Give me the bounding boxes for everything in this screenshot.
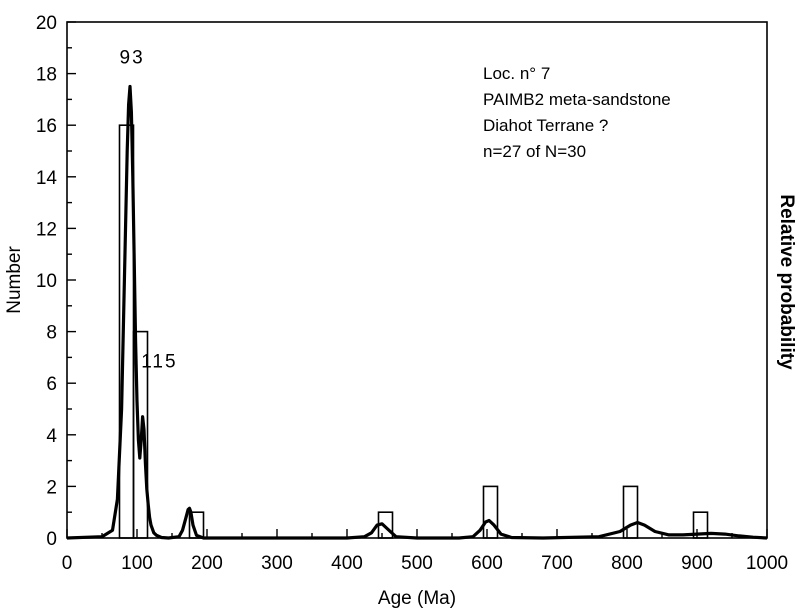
y-axis-title: Number [4, 246, 25, 314]
peak-label-93: 93 [120, 47, 145, 68]
secondary-y-axis-title: Relative probability [776, 194, 797, 370]
x-tick-label: 700 [541, 553, 573, 574]
y-tick-label: 2 [46, 477, 57, 498]
x-tick-label: 200 [191, 553, 223, 574]
y-tick-label: 12 [36, 219, 57, 240]
y-tick-label: 16 [36, 116, 57, 137]
y-tick-label: 0 [46, 529, 57, 550]
x-tick-label: 800 [611, 553, 643, 574]
y-tick-label: 8 [46, 323, 57, 344]
x-tick-label: 900 [681, 553, 713, 574]
x-tick-label: 100 [121, 553, 153, 574]
sample-annotation: Loc. n° 7 PAIMB2 meta-sandstone Diahot T… [483, 64, 671, 161]
y-tick-label: 4 [46, 426, 57, 447]
x-tick-label: 300 [261, 553, 293, 574]
annotation-line-location: Loc. n° 7 [483, 64, 550, 83]
histogram-bar-4 [482, 485, 499, 539]
y-tick-label: 10 [36, 271, 57, 292]
x-tick-label: 1000 [746, 553, 788, 574]
x-axis-title: Age (Ma) [378, 588, 456, 609]
axis-tick-labels: 0 100 200 300 400 500 600 700 800 900 1000 0 2 4 6 8 10 1… [36, 13, 788, 574]
annotation-line-sample: PAIMB2 meta-sandstone [483, 90, 671, 109]
axis-ticks [66, 21, 768, 539]
y-tick-label: 20 [36, 13, 57, 34]
annotation-line-count: n=27 of N=30 [483, 142, 586, 161]
histogram-bar-5 [622, 485, 639, 539]
x-tick-label: 600 [471, 553, 503, 574]
peak-label-115: 115 [141, 352, 177, 373]
x-tick-label: 500 [401, 553, 433, 574]
annotation-line-terrane: Diahot Terrane ? [483, 116, 608, 135]
histogram-bars [118, 124, 709, 539]
relative-probability-curve [66, 84, 768, 540]
y-tick-label: 6 [46, 374, 57, 395]
y-tick-label: 14 [36, 168, 58, 189]
x-tick-label: 400 [331, 553, 363, 574]
x-tick-label: 0 [62, 553, 73, 574]
y-tick-label: 18 [36, 65, 57, 86]
